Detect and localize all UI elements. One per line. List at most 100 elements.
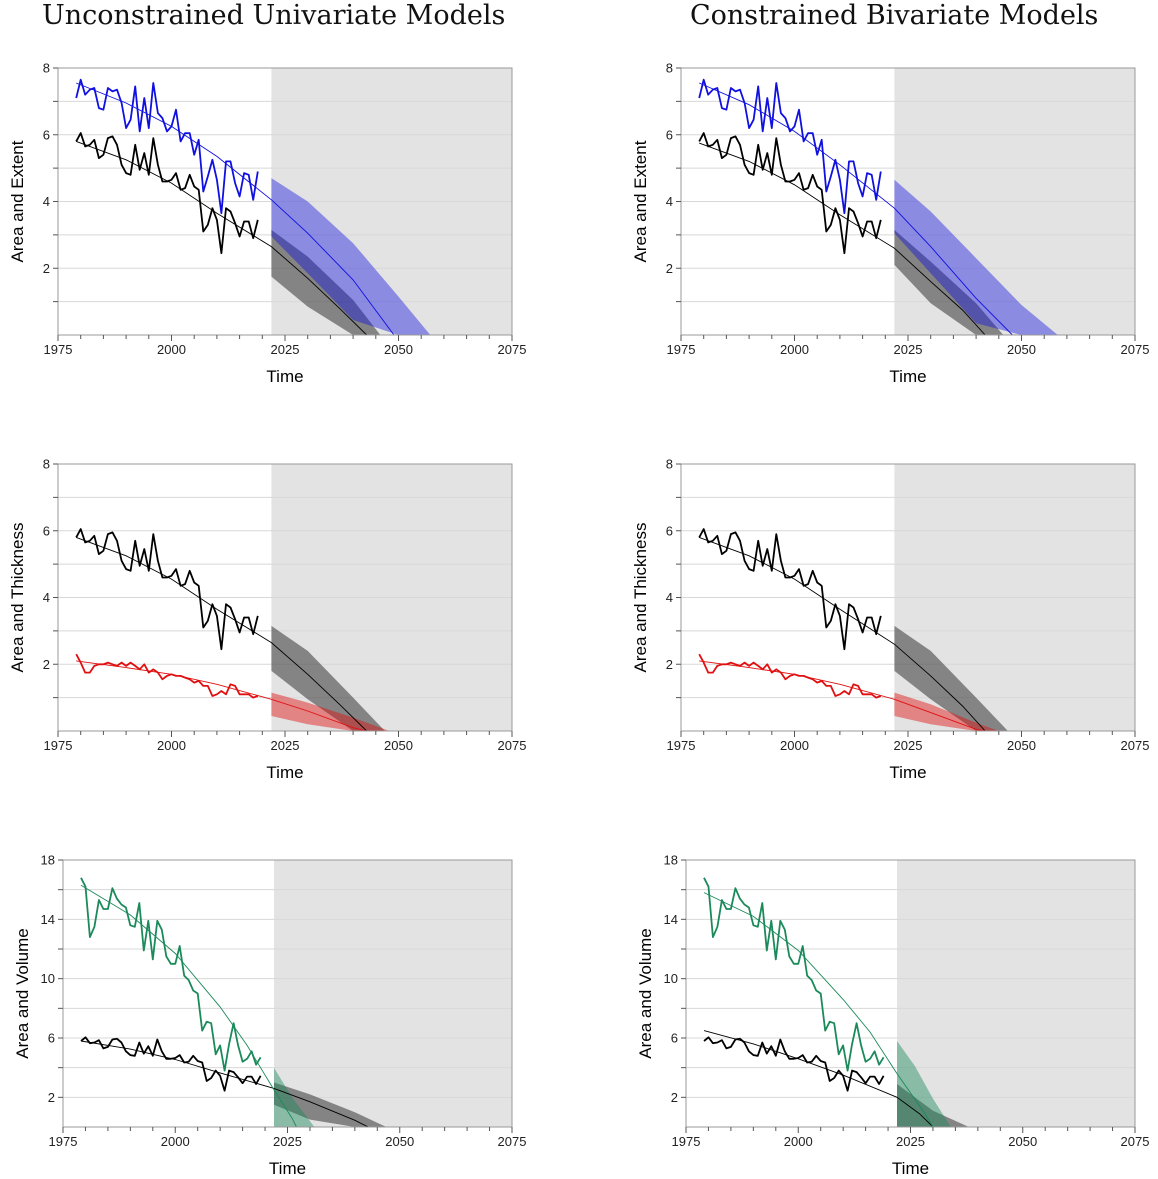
area-forecast-band bbox=[897, 1084, 969, 1127]
y-axis-title: Area and Thickness bbox=[631, 523, 650, 673]
y-tick-label: 18 bbox=[41, 853, 55, 868]
thickness-forecast-band bbox=[894, 692, 999, 731]
x-tick-label: 1975 bbox=[49, 1134, 78, 1149]
x-tick-label: 2050 bbox=[1007, 342, 1036, 357]
x-tick-label: 2025 bbox=[896, 1134, 925, 1149]
extent-forecast-band bbox=[271, 178, 431, 335]
title-constrained-bivariate: Constrained Bivariate Models bbox=[690, 0, 1099, 31]
y-tick-label: 14 bbox=[664, 912, 678, 927]
extent-fit-line bbox=[76, 82, 395, 335]
x-tick-label: 2050 bbox=[385, 1134, 414, 1149]
chart-panel-row2-left: 1975 2000 2025 2050 2075 2 4 6 8 Time Area and Thi… bbox=[8, 457, 526, 783]
x-tick-label: 2000 bbox=[157, 342, 186, 357]
x-tick-label: 2075 bbox=[1121, 1134, 1150, 1149]
chart-panel-row3-right: 1975 2000 2025 2050 2075 2 6 10 14 18 Time Area and… bbox=[636, 853, 1149, 1179]
y-axis-title: Area and Volume bbox=[13, 928, 32, 1058]
area-forecast-band bbox=[271, 229, 381, 335]
x-tick-label: 2050 bbox=[1007, 738, 1036, 753]
forecast-region bbox=[897, 860, 1135, 1127]
x-tick-label: 1975 bbox=[667, 342, 696, 357]
y-tick-label: 4 bbox=[43, 590, 50, 605]
extent-observed-line bbox=[75, 78, 259, 215]
x-axis-title: Time bbox=[892, 1159, 929, 1178]
y-tick-label: 8 bbox=[666, 61, 673, 76]
extent-observed-line bbox=[698, 78, 882, 215]
x-tick-label: 2000 bbox=[780, 738, 809, 753]
y-tick-label: 2 bbox=[43, 657, 50, 672]
thickness-observed-line bbox=[698, 653, 882, 699]
forecast-region bbox=[274, 860, 512, 1127]
chart-panel-row2-right: 1975 2000 2025 2050 2075 2 4 6 8 Time Area and Thi… bbox=[631, 457, 1149, 783]
y-tick-label: 4 bbox=[666, 590, 673, 605]
thickness-forecast-band bbox=[271, 692, 390, 731]
area-fit-line bbox=[699, 142, 986, 335]
area-fit-line bbox=[76, 536, 368, 731]
x-tick-label: 1975 bbox=[672, 1134, 701, 1149]
volume-fit-line bbox=[703, 892, 934, 1127]
x-tick-label: 2050 bbox=[1008, 1134, 1037, 1149]
x-tick-label: 2000 bbox=[784, 1134, 813, 1149]
y-tick-label: 18 bbox=[664, 853, 678, 868]
x-axis-title: Time bbox=[266, 367, 303, 386]
y-tick-label: 8 bbox=[43, 61, 50, 76]
x-tick-label: 2025 bbox=[271, 342, 300, 357]
x-axis-title: Time bbox=[889, 763, 926, 782]
x-axis-title: Time bbox=[269, 1159, 306, 1178]
area-forecast-band bbox=[894, 229, 1004, 335]
x-tick-label: 1975 bbox=[667, 738, 696, 753]
x-tick-label: 1975 bbox=[44, 738, 73, 753]
x-tick-label: 2075 bbox=[1121, 738, 1150, 753]
y-tick-label: 4 bbox=[666, 194, 673, 209]
y-tick-label: 10 bbox=[41, 971, 55, 986]
area-fit-line bbox=[699, 536, 986, 731]
thickness-fit-line bbox=[76, 660, 367, 731]
area-observed-line bbox=[703, 1036, 885, 1092]
chart-panel-row1-right: 1975 2000 2025 2050 2075 2 4 6 8 Time Area and Ext… bbox=[631, 61, 1149, 387]
x-tick-label: 2075 bbox=[498, 1134, 527, 1149]
area-forecast-band bbox=[271, 625, 385, 731]
area-forecast-band bbox=[894, 625, 1008, 731]
y-axis-title: Area and Extent bbox=[631, 140, 650, 262]
y-tick-label: 6 bbox=[43, 127, 50, 142]
y-axis-title: Area and Thickness bbox=[8, 523, 27, 673]
volume-fit-line bbox=[80, 884, 297, 1127]
y-tick-label: 10 bbox=[664, 971, 678, 986]
x-tick-label: 2025 bbox=[894, 738, 923, 753]
y-tick-label: 8 bbox=[666, 457, 673, 472]
x-tick-label: 2025 bbox=[271, 738, 300, 753]
x-tick-label: 2000 bbox=[157, 738, 186, 753]
x-axis-title: Time bbox=[266, 763, 303, 782]
y-tick-label: 6 bbox=[43, 523, 50, 538]
thickness-observed-line bbox=[75, 653, 259, 699]
title-unconstrained-univariate: Unconstrained Univariate Models bbox=[42, 0, 506, 31]
volume-observed-line bbox=[703, 877, 885, 1072]
x-tick-label: 1975 bbox=[44, 342, 73, 357]
volume-observed-line bbox=[80, 877, 262, 1072]
thickness-fit-line bbox=[699, 660, 986, 731]
chart-panel-row1-left: 1975 2000 2025 2050 2075 2 4 6 8 Time Area and Ext… bbox=[8, 61, 526, 387]
y-axis-title: Area and Volume bbox=[636, 928, 655, 1058]
x-tick-label: 2000 bbox=[161, 1134, 190, 1149]
x-tick-label: 2050 bbox=[384, 738, 413, 753]
area-observed-line bbox=[75, 132, 259, 255]
area-observed-line bbox=[698, 528, 882, 651]
chart-panel-row3-left: 1975 2000 2025 2050 2075 2 6 10 14 18 Time Area and… bbox=[13, 853, 526, 1179]
area-observed-line bbox=[698, 132, 882, 255]
volume-forecast-band bbox=[274, 1067, 315, 1127]
y-tick-label: 8 bbox=[43, 457, 50, 472]
x-tick-label: 2075 bbox=[498, 738, 527, 753]
extent-forecast-band bbox=[894, 179, 1058, 335]
x-tick-label: 2000 bbox=[780, 342, 809, 357]
y-tick-label: 2 bbox=[666, 657, 673, 672]
x-tick-label: 2050 bbox=[384, 342, 413, 357]
volume-forecast-band bbox=[897, 1041, 951, 1127]
x-tick-label: 2075 bbox=[1121, 342, 1150, 357]
area-fit-line bbox=[76, 140, 368, 335]
y-tick-label: 14 bbox=[41, 912, 55, 927]
y-tick-label: 6 bbox=[48, 1031, 55, 1046]
area-fit-line bbox=[80, 1040, 369, 1127]
x-tick-label: 2025 bbox=[273, 1134, 302, 1149]
y-tick-label: 4 bbox=[43, 194, 50, 209]
y-axis-title: Area and Extent bbox=[8, 140, 27, 262]
